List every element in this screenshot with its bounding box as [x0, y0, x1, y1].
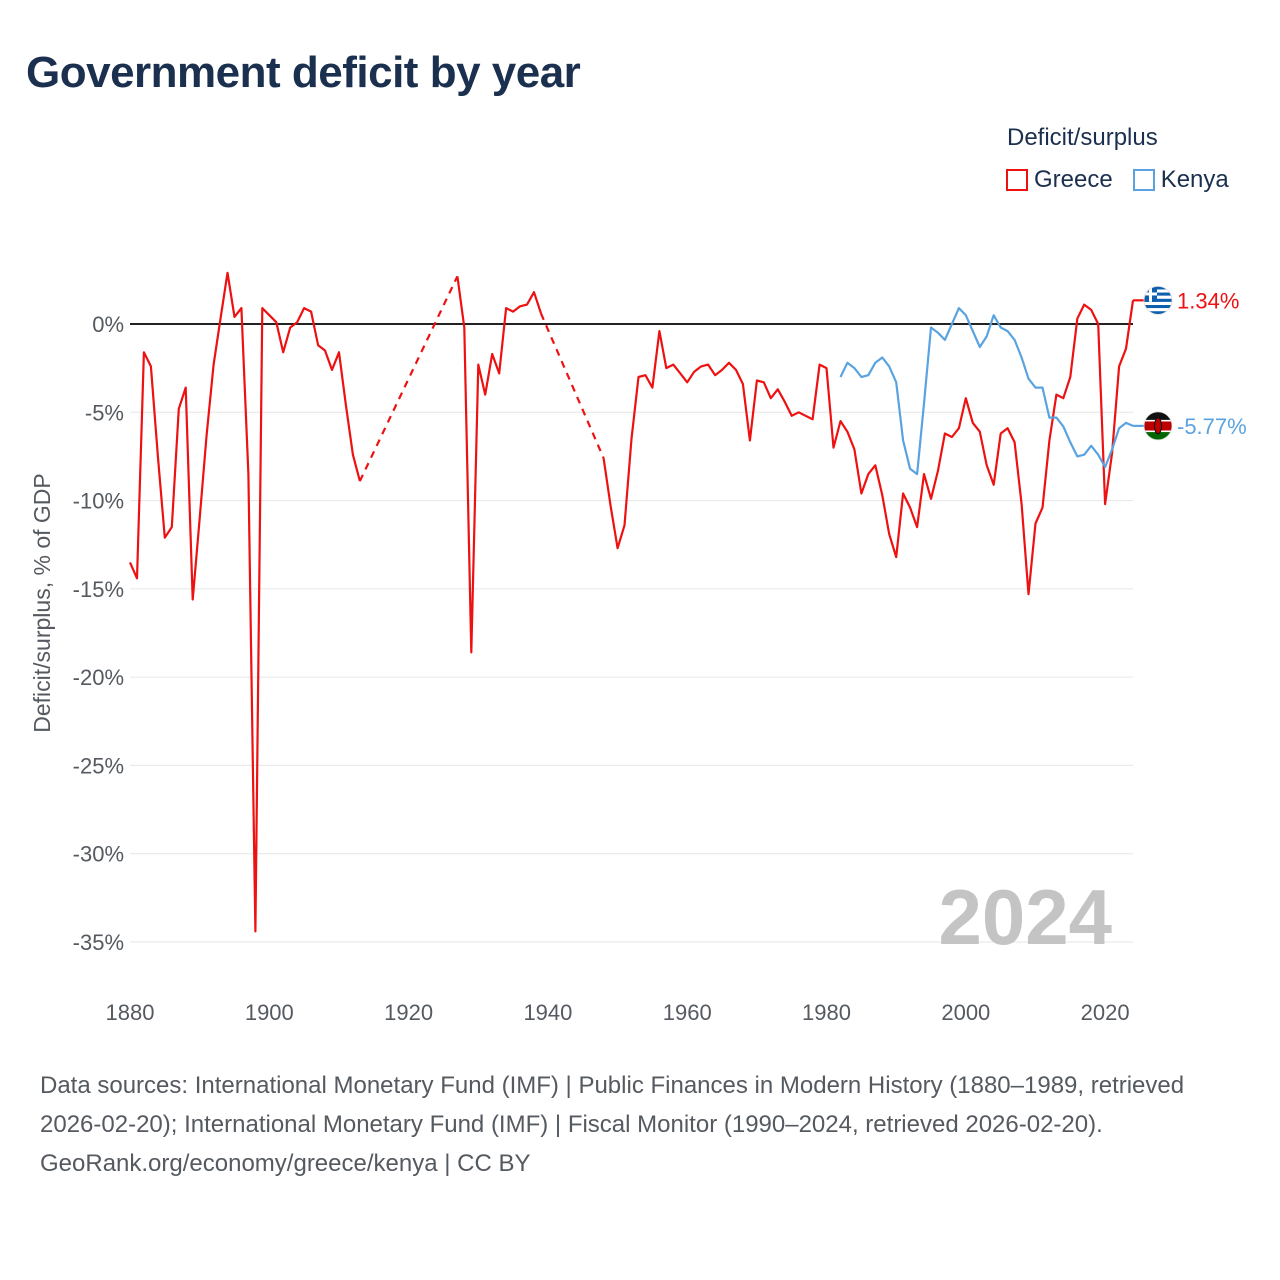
flag-stripe [1144, 301, 1172, 306]
x-axis-ticks: 1880 1900 1920 1940 1960 1980 2000 2020 [106, 1000, 1130, 1025]
legend-item-kenya[interactable]: Kenya [1132, 166, 1229, 194]
y-tick-label: -10% [73, 489, 124, 514]
end-value-label-kenya: -5.77% [1177, 414, 1247, 439]
data-sources: Data sources: International Monetary Fun… [40, 1072, 1185, 1138]
kenya-flag-icon [1143, 411, 1173, 441]
chart-title: Government deficit by year [26, 48, 581, 97]
flag-stripe [1144, 305, 1172, 309]
flag-stripe [1144, 311, 1172, 315]
end-value-label-greece: 1.34% [1177, 288, 1239, 313]
y-axis-ticks: 0% -5% -10% -15% -20% -25% -30% -35% [73, 312, 124, 955]
series-line-greece [128, 271, 361, 933]
y-tick-label: -5% [85, 400, 124, 425]
legend-label-kenya: Kenya [1160, 166, 1229, 193]
flag-stripe [1144, 295, 1172, 299]
legend-item-greece[interactable]: Greece [1006, 166, 1113, 194]
legend-swatch-kenya [1132, 169, 1155, 191]
flag-cross-v [1149, 286, 1152, 302]
series-lines [128, 271, 1135, 933]
x-tick-label: 1900 [245, 1000, 294, 1025]
grid-lines [130, 411, 1133, 943]
flag-stripe [1144, 298, 1172, 303]
x-tick-label: 1980 [802, 1000, 851, 1025]
footer: Data sources: International Monetary Fun… [40, 1066, 1240, 1183]
x-tick-label: 1920 [384, 1000, 433, 1025]
flag-band-black [1144, 411, 1172, 421]
legend-swatch-greece [1006, 169, 1028, 191]
series-line-kenya [839, 307, 1134, 476]
x-tick-label: 1940 [523, 1000, 572, 1025]
x-tick-label: 2020 [1081, 1000, 1130, 1025]
x-tick-label: 1960 [663, 1000, 712, 1025]
end-markers: 1.34% -5.77% [1133, 285, 1247, 441]
y-tick-label: -25% [73, 753, 124, 778]
series-line-greece [602, 300, 1135, 596]
credit-link[interactable]: GeoRank.org/economy/greece/kenya | CC BY [40, 1150, 531, 1177]
flag-outline [1143, 285, 1173, 315]
x-tick-label: 2000 [941, 1000, 990, 1025]
y-tick-label: -35% [73, 930, 124, 955]
flag-band-green [1144, 430, 1172, 440]
legend-title: Deficit/surplus [1007, 124, 1158, 151]
y-tick-label: 0% [92, 312, 124, 337]
y-tick-label: -20% [73, 665, 124, 690]
y-axis-label: Deficit/surplus, % of GDP [29, 473, 55, 732]
year-watermark: 2024 [938, 873, 1112, 961]
flag-body [1144, 411, 1172, 440]
flag-outline [1143, 411, 1173, 441]
flag-shield [1154, 417, 1162, 435]
flag-stripe [1144, 292, 1172, 296]
greece-flag-icon [1143, 285, 1173, 315]
series-gap-greece [539, 312, 605, 459]
legend: Greece Kenya [1006, 166, 1229, 194]
flag-stripe [1144, 308, 1172, 312]
flag-stripe [1144, 289, 1172, 293]
series-gap-greece [358, 275, 459, 482]
y-tick-label: -15% [73, 577, 124, 602]
legend-label-greece: Greece [1034, 166, 1113, 193]
flag-stripe [1144, 286, 1172, 290]
deficit-line-chart: 2024 0%-5%-10%-15%-20%-25%-30%-35% 1880 1… [29, 271, 1247, 1025]
series-line-greece [456, 276, 543, 654]
x-tick-label: 1880 [106, 1000, 155, 1025]
y-tick-label: -30% [73, 842, 124, 867]
